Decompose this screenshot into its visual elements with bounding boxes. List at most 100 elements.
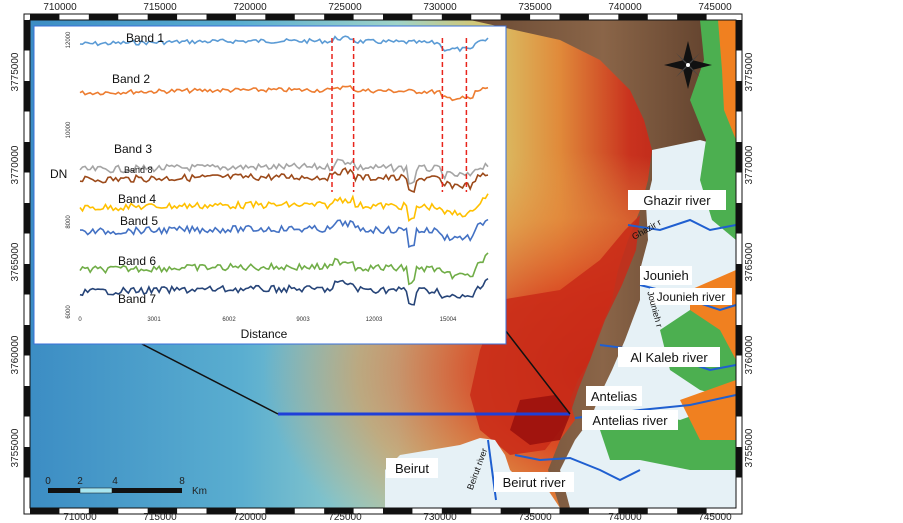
neatline-segment [24,203,30,234]
y-coord-left-5: 3755000 [10,428,21,467]
chart-ylabel: DN [50,167,67,181]
neatline-segment [618,14,648,20]
neatline-segment [24,447,30,478]
neatline-segment [500,14,531,20]
chart-ytick-8000: 8000 [66,215,72,229]
x-coord-top-1: 710000 [43,2,77,13]
x-coord-bottom-2: 715000 [143,512,177,523]
neatline-segment [736,81,742,112]
y-coord-right-2: 3770000 [744,145,755,184]
series-label-band-8: Band 8 [124,165,153,175]
y-coord-left-2: 3770000 [10,145,21,184]
map-neatline [23,13,743,515]
x-coord-bottom-5: 730000 [423,512,457,523]
neatline-segment [500,508,531,514]
neatline-segment [24,81,30,112]
series-label-band-4: Band 4 [118,192,156,206]
series-label-band-3: Band 3 [114,142,152,156]
series-label-band-6: Band 6 [118,254,156,268]
x-coord-top-4: 725000 [328,2,362,13]
y-coord-right-5: 3755000 [744,428,755,467]
x-coordinate-labels-top: 710000 715000 720000 725000 730000 73500… [43,2,732,13]
x-coord-top-8: 745000 [698,2,732,13]
y-coord-right-3: 3765000 [744,242,755,281]
neatline-segment [206,14,236,20]
x-coordinate-labels-bottom: 710000 715000 720000 725000 730000 73500… [63,512,732,523]
neatline-segment [324,508,354,514]
neatline-segment [24,20,30,51]
north-arrow-icon [664,41,712,89]
neatline-segment [265,508,295,514]
vegetation-north-orange [718,20,736,140]
label-antelias-river: Antelias river [592,413,668,428]
neatline-segment [441,508,472,514]
series-line-band-6 [79,252,489,286]
place-labels: Ghazir river Jounieh Jounieh river Al Ka… [386,190,732,492]
x-coord-top-3: 720000 [233,2,267,13]
neatline-segment [736,386,742,417]
chart-xtick-0: 0 [78,317,82,323]
chart-ytick-12000: 12000 [66,31,72,48]
chart-ytick-6000: 6000 [66,305,72,319]
neatline-segment [736,325,742,356]
chart-xtick-9003: 9003 [296,317,310,323]
label-beirut: Beirut [395,461,429,476]
scale-tick-2: 2 [77,476,83,487]
label-jounieh-river: Jounieh river [657,290,726,304]
series-label-band-5: Band 5 [120,214,158,228]
y-coord-left-1: 3775000 [10,52,21,91]
label-ghazir-river: Ghazir river [643,193,711,208]
label-beirut-river: Beirut river [503,475,567,490]
neatline-segment [677,14,707,20]
x-coord-top-7: 740000 [608,2,642,13]
neatline-segment [736,20,742,51]
chart-xtick-3001: 3001 [147,317,161,323]
chart-series [79,35,489,306]
series-line-band-1 [79,35,489,53]
series-line-band-3 [79,158,489,185]
y-coordinate-labels-right: 3775000 3770000 3765000 3760000 3755000 [744,52,755,467]
scale-tick-0: 0 [45,476,51,487]
scale-bar: 0 2 4 8 Km [45,476,207,497]
scale-tick-4: 4 [112,476,118,487]
y-coordinate-labels-left: 3775000 3770000 3765000 3760000 3755000 [10,52,21,467]
neatline-segment [324,14,354,20]
plume-inner [510,395,570,445]
x-coord-top-5: 730000 [423,2,457,13]
label-antelias: Antelias [591,389,638,404]
x-coord-bottom-3: 720000 [233,512,267,523]
chart-ytick-10000: 10000 [66,121,72,138]
neatline-segment [88,14,119,20]
y-coord-left-4: 3760000 [10,335,21,374]
scale-tick-8: 8 [179,476,185,487]
neatline-segment [383,14,413,20]
neatline-segment [24,386,30,417]
y-coord-left-3: 3765000 [10,242,21,281]
y-coord-right-4: 3760000 [744,335,755,374]
series-label-band-1: Band 1 [126,31,164,45]
vegetation-south-orange [680,380,736,440]
y-coord-right-1: 3775000 [744,52,755,91]
series-line-band-5 [79,218,489,249]
neatline-segment [441,14,472,20]
x-coord-bottom-7: 740000 [608,512,642,523]
neatline-segment [736,142,742,173]
series-line-band-7 [79,277,489,306]
x-coord-bottom-8: 745000 [698,512,732,523]
series-line-band-2 [79,84,489,102]
neatline-segment [24,264,30,295]
neatline-segment [383,508,413,514]
neatline-segment [206,508,236,514]
neatline-segment [30,14,60,20]
chart-xtick-12003: 12003 [366,317,383,323]
x-coord-bottom-1: 710000 [63,512,97,523]
label-jounieh: Jounieh [643,268,689,283]
chart-xtick-15004: 15004 [440,317,457,323]
x-coord-top-6: 735000 [518,2,552,13]
neatline-segment [736,447,742,478]
x-coord-top-2: 715000 [143,2,177,13]
series-label-band-7: Band 7 [118,292,156,306]
sediment-plume [470,215,640,455]
series-label-band-2: Band 2 [112,72,150,86]
